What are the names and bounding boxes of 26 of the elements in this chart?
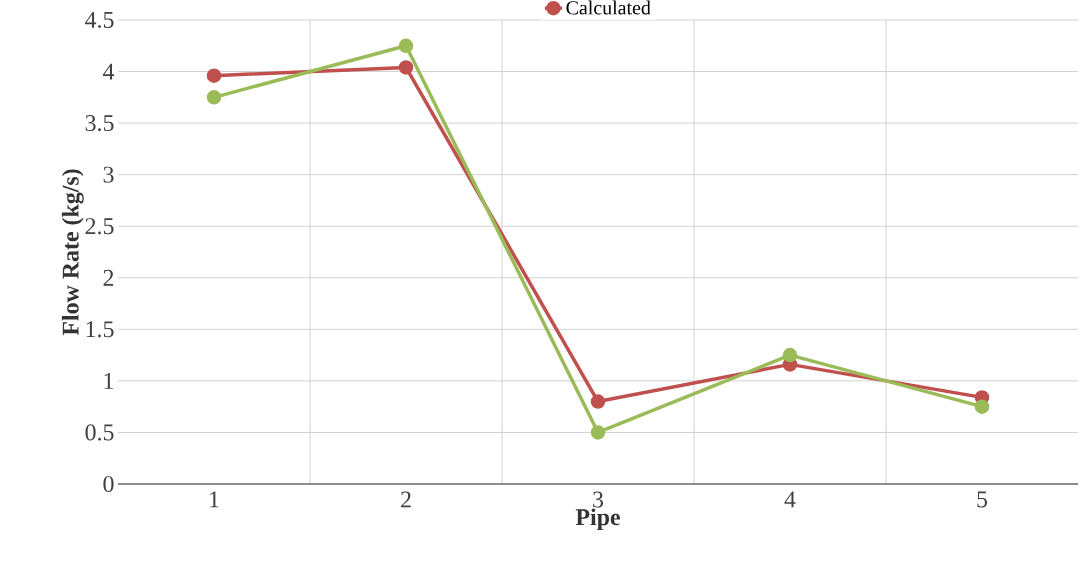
y-tick-label: 4.5 [85,11,114,29]
x-tick-label: 4 [784,491,796,508]
point [398,38,414,54]
y-tick-label: 1.5 [86,321,114,338]
y-tick-label: 1 [104,373,114,389]
y-tick-label: 4 [102,63,115,80]
y-tick-label: 3.5 [85,115,114,132]
y-tick-label: 2 [103,269,114,286]
y-axis-title: Flow Rate (kg/s) [61,169,84,336]
y-tick-label: 0.5 [85,424,114,441]
y-tick-label: 0 [103,475,114,493]
point [206,90,222,105]
y-tick-label: 3 [103,166,114,183]
point [782,347,798,363]
x-tick-label: 3 [593,491,604,508]
x-tick-label: 5 [977,491,988,508]
point [590,394,606,409]
x-axis-title: Pipe [575,508,620,531]
legend-label: Calculated [566,0,651,15]
point [398,60,414,75]
x-tick-label: 1 [210,491,219,508]
point [974,399,990,414]
x-tick-label: 2 [401,491,411,508]
point [590,425,606,440]
y-tick-label: 2.5 [85,218,114,235]
point [206,68,222,83]
